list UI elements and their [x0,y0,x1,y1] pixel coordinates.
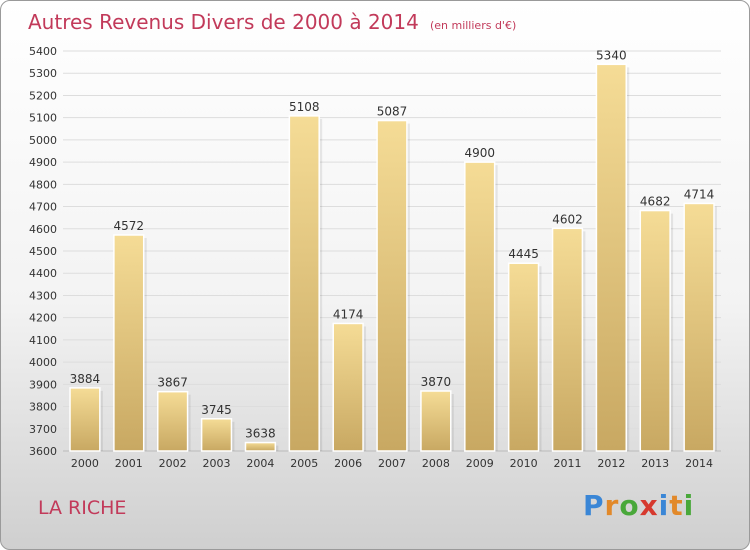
data-label: 4714 [684,187,715,201]
bar-2009 [464,161,496,452]
x-tick-label: 2004 [246,457,274,470]
y-tick-label: 3900 [29,378,57,391]
y-tick-label: 5100 [29,112,57,125]
data-label: 4900 [464,146,495,160]
x-tick-label: 2006 [334,457,362,470]
x-tick-label: 2010 [510,457,538,470]
x-tick-label: 2008 [422,457,450,470]
x-tick-label: 2013 [641,457,669,470]
x-tick-label: 2012 [597,457,625,470]
bar-2014 [683,202,715,452]
bar-2001 [113,234,145,452]
x-tick-label: 2002 [159,457,187,470]
x-tick-label: 2014 [685,457,713,470]
proxiti-logo[interactable]: Proxiti [583,489,694,522]
y-tick-label: 4300 [29,289,57,302]
y-tick-label: 4900 [29,156,57,169]
x-tick-label: 2003 [203,457,231,470]
chart-title: Autres Revenus Divers de 2000 à 2014 [28,10,419,34]
logo-letter: P [583,489,605,522]
city-name: LA RICHE [38,497,127,519]
data-label: 5087 [377,105,408,119]
bar-2006 [332,322,364,452]
y-tick-label: 4600 [29,223,57,236]
logo-letter: i [683,489,695,522]
y-tick-label: 5300 [29,67,57,80]
y-tick-label: 4800 [29,178,57,191]
y-tick-label: 4700 [29,201,57,214]
y-tick-label: 5200 [29,89,57,102]
data-label: 3867 [157,376,188,390]
y-tick-label: 4500 [29,245,57,258]
x-tick-label: 2005 [290,457,318,470]
bar-2010 [507,262,540,452]
data-label: 4682 [640,195,671,209]
bars [69,63,717,452]
x-tick-labels: 2000 2001 2002 2003 2004 2005 2006 2007 2008 2009… [71,457,713,470]
title-row: Autres Revenus Divers de 2000 à 2014 (en… [28,10,516,34]
chart-subtitle: (en milliers d'€) [429,19,517,32]
x-tick-label: 2011 [553,457,581,470]
y-tick-label: 4200 [29,312,57,325]
data-label: 5340 [596,48,627,62]
data-labels: 3884 4572 3867 3745 3638 5108 4174 5087 3870 4900… [70,48,715,440]
data-label: 3745 [201,403,232,417]
logo-letter: t [669,489,684,522]
logo-letter: i [658,489,670,522]
y-tick-label: 4000 [29,356,57,369]
y-tick-label: 5400 [29,45,57,58]
y-tick-label: 3700 [29,423,57,436]
bar-2002 [157,390,189,452]
y-tick-label: 4100 [29,334,57,347]
data-label: 4572 [114,219,145,233]
bar-2000 [69,387,101,452]
data-label: 4445 [508,247,539,261]
data-label: 3638 [245,427,276,441]
logo-letter: x [639,489,659,522]
bar-2007 [376,119,408,452]
data-label: 5108 [289,100,320,114]
y-tick-label: 5000 [29,134,57,147]
logo-letter: r [604,489,620,522]
data-label: 3884 [70,372,101,386]
y-tick-label: 3600 [29,445,57,458]
bar-2013 [639,209,671,452]
x-tick-label: 2007 [378,457,406,470]
data-label: 4602 [552,212,583,226]
y-tick-label: 3800 [29,401,57,414]
bar-2004 [244,441,277,452]
x-tick-label: 2000 [71,457,99,470]
bar-2003 [200,418,233,452]
bar-2011 [551,227,584,452]
bar-2008 [420,390,452,452]
bar-2012 [595,63,627,452]
y-tick-labels: 3600 3700 3800 3900 4000 4100 4200 4300 4400 4500… [29,45,57,458]
data-label: 4174 [333,307,364,321]
x-tick-label: 2001 [115,457,143,470]
logo-letter: o [619,489,640,522]
data-label: 3870 [421,375,452,389]
y-tick-label: 4400 [29,267,57,280]
bar-2005 [288,115,320,452]
x-tick-label: 2009 [466,457,494,470]
